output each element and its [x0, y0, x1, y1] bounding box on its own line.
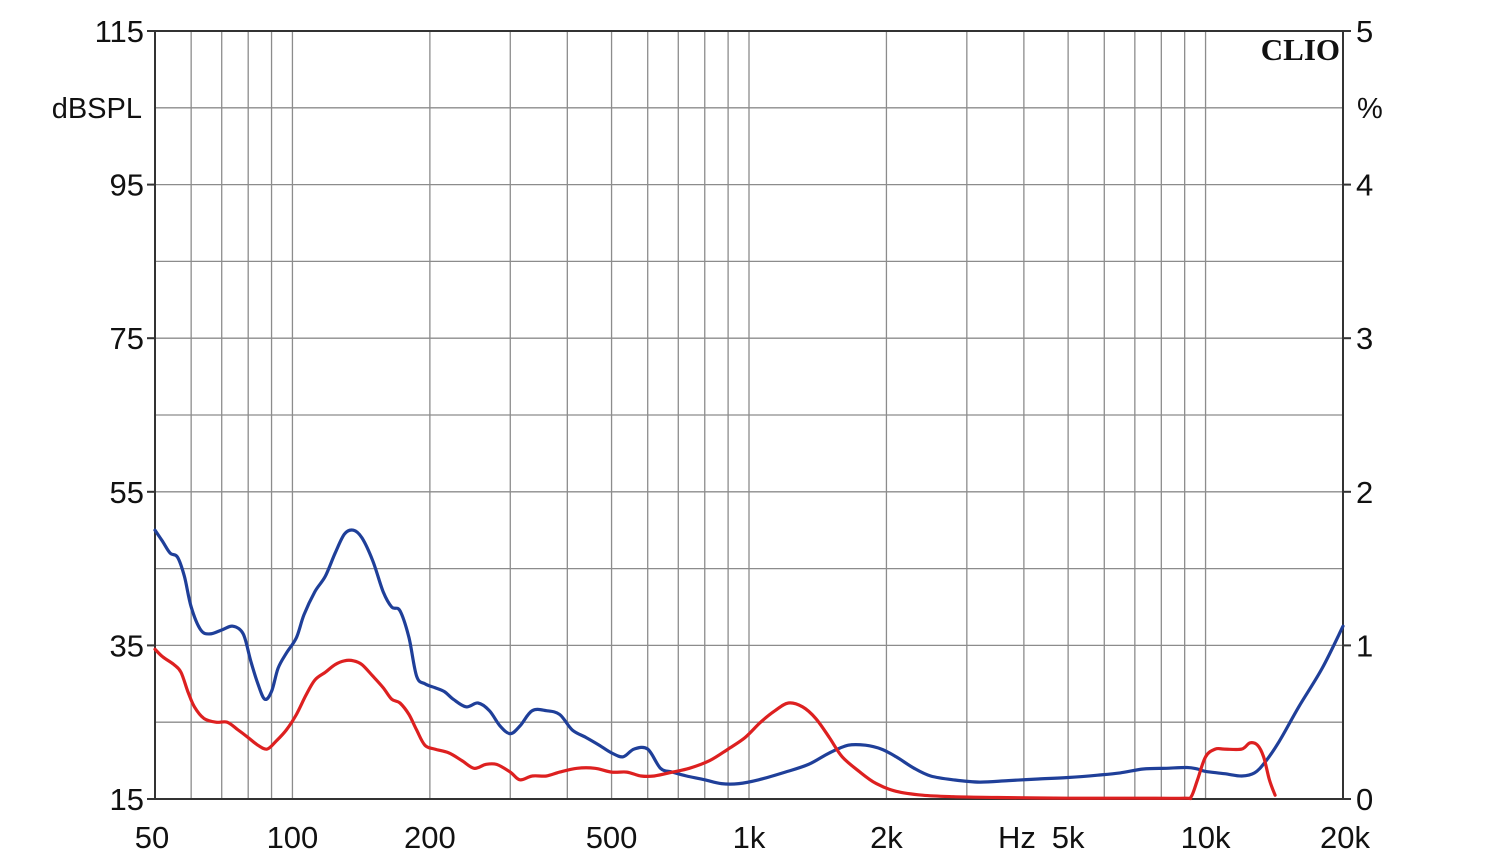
x-tick-label: 20k — [1320, 820, 1370, 855]
y-left-tick-label: 75 — [110, 321, 144, 356]
series-layer — [153, 528, 1345, 801]
y-right-tick-label: 4 — [1356, 168, 1373, 203]
x-tick-labels: 50 100 200 500 1k 2k 5k 10k 20k — [135, 820, 1371, 855]
x-unit: Hz — [998, 820, 1036, 855]
x-tick-label: 1k — [733, 820, 766, 855]
y-left-tick-label: 95 — [110, 168, 144, 203]
y-right-unit: % — [1357, 93, 1383, 125]
x-tick-label: 100 — [267, 820, 319, 855]
x-tick-label: 50 — [135, 820, 169, 855]
y-left-unit: dBSPL — [52, 93, 142, 125]
x-tick-label: 500 — [586, 820, 638, 855]
y-right-tick-label: 3 — [1356, 321, 1373, 356]
y-right-tick-label: 0 — [1356, 782, 1373, 817]
y-left-tick-label: 15 — [110, 782, 144, 817]
x-tick-label: 10k — [1181, 820, 1231, 855]
series-line-2 — [153, 647, 1277, 801]
brand-label: CLIO — [1261, 32, 1340, 67]
y-left-tick-labels: 115 95 75 55 35 15 — [95, 14, 144, 817]
y-right-tick-label: 5 — [1356, 14, 1373, 49]
x-tick-label: 2k — [870, 820, 903, 855]
y-left-tick-label: 35 — [110, 628, 144, 663]
y-right-tick-label: 2 — [1356, 475, 1373, 510]
y-left-tick-label: 55 — [110, 475, 144, 510]
x-tick-label: 5k — [1052, 820, 1085, 855]
x-tick-label: 200 — [404, 820, 456, 855]
y-right-tick-label: 1 — [1356, 628, 1373, 663]
series-line-1 — [153, 528, 1345, 786]
plot-frame — [154, 30, 1344, 800]
horizontal-gridlines — [147, 30, 1351, 800]
y-right-tick-labels: 5 4 3 2 1 0 — [1356, 14, 1373, 817]
y-left-tick-label: 115 — [95, 14, 144, 49]
